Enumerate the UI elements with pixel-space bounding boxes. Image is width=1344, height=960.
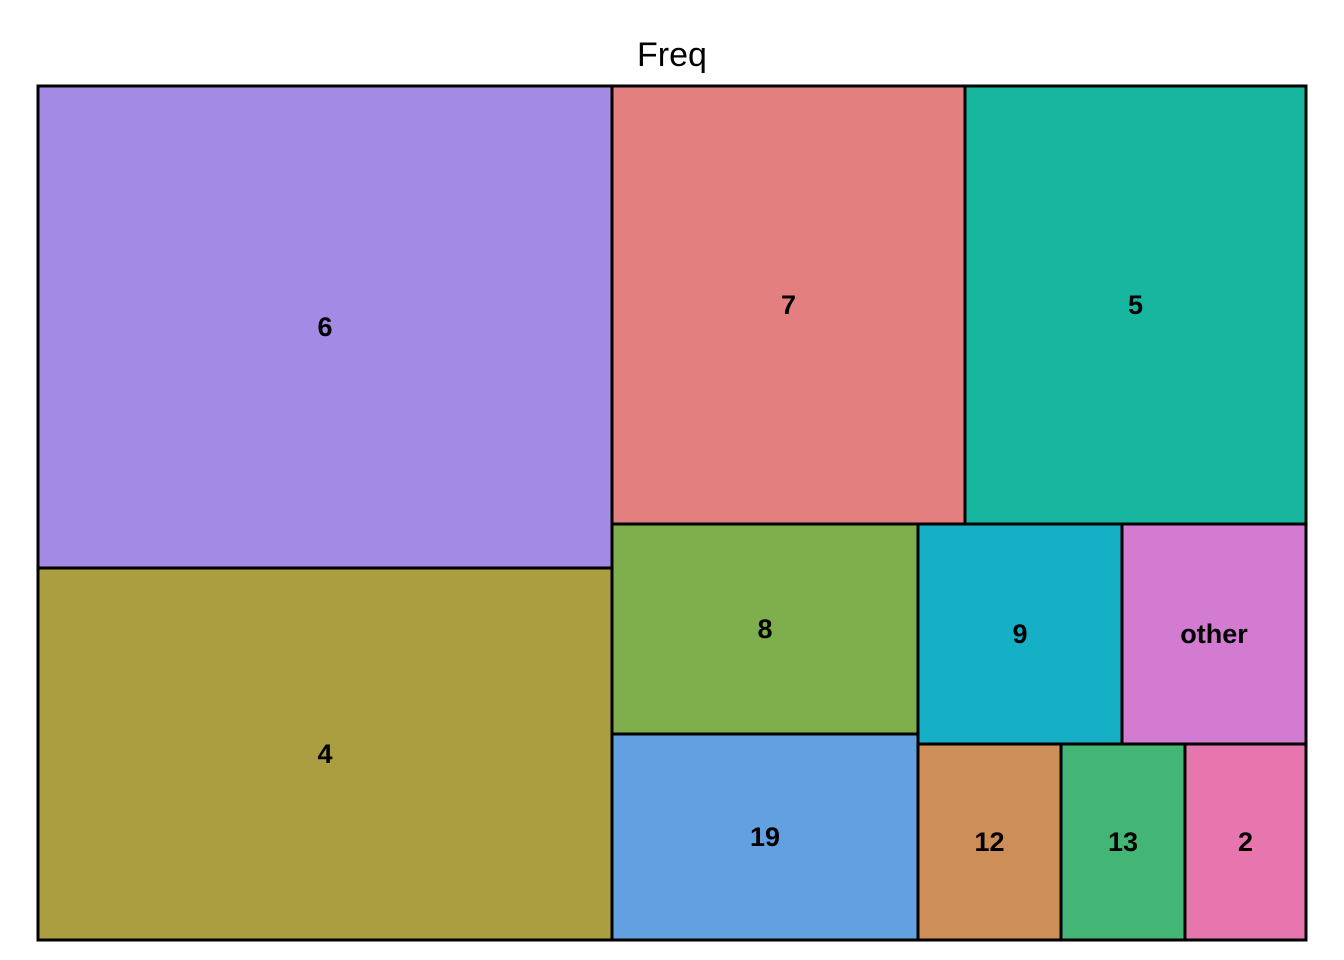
tile-other xyxy=(1120,522,1308,746)
treemap-labels: 6 4 7 5 8 19 9 other 12 13 2 xyxy=(317,290,1253,857)
tile-label-5: 5 xyxy=(1128,290,1143,320)
tile-13 xyxy=(1059,742,1187,942)
tile-label-2: 2 xyxy=(1238,827,1253,857)
tile-label-4: 4 xyxy=(317,739,332,769)
treemap-tiles xyxy=(36,84,1308,942)
tile-label-13: 13 xyxy=(1108,827,1138,857)
tile-5 xyxy=(963,84,1308,526)
tile-6 xyxy=(36,84,614,570)
tile-8 xyxy=(610,522,920,736)
tile-label-other: other xyxy=(1180,619,1248,649)
tile-2 xyxy=(1183,742,1308,942)
tile-label-9: 9 xyxy=(1012,619,1027,649)
tile-label-6: 6 xyxy=(317,312,332,342)
tile-label-8: 8 xyxy=(757,614,772,644)
tile-label-19: 19 xyxy=(750,822,780,852)
chart-title: Freq xyxy=(637,36,707,74)
tile-label-7: 7 xyxy=(781,290,796,320)
tile-12 xyxy=(916,742,1063,942)
tile-4 xyxy=(36,566,614,942)
tile-19 xyxy=(610,732,920,942)
tile-label-12: 12 xyxy=(974,827,1004,857)
tile-7 xyxy=(610,84,967,526)
